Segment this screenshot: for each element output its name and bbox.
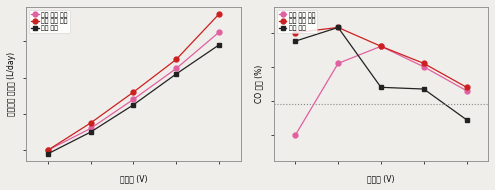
Line: 유량 소폭 증대: 유량 소폭 증대	[293, 25, 469, 90]
표준 조건	[173, 73, 179, 75]
유량 소폭 증대	[378, 45, 384, 48]
유량 소폭 증대	[335, 26, 341, 29]
유량 소폭 증대	[464, 86, 470, 89]
유량 대폭 증대	[216, 31, 222, 33]
Legend: 유량 대폭 증대, 유량 소폭 증대, 표준 조건: 유량 대폭 증대, 유량 소폭 증대, 표준 조건	[30, 10, 70, 33]
X-axis label: 생전압 (V): 생전압 (V)	[367, 174, 395, 183]
Y-axis label: CO 비율 (%): CO 비율 (%)	[254, 65, 263, 103]
표준 조건	[45, 153, 51, 155]
Line: 유량 소폭 증대: 유량 소폭 증대	[46, 12, 222, 153]
Line: 표준 조건: 표준 조건	[293, 25, 469, 122]
유량 대폭 증대	[378, 45, 384, 48]
유량 대폭 증대	[293, 134, 298, 136]
유량 소폭 증대	[45, 149, 51, 151]
유량 소폭 증대	[131, 91, 137, 93]
Line: 표준 조건: 표준 조건	[46, 42, 222, 156]
유량 소폭 증대	[173, 58, 179, 60]
유량 소폭 증대	[293, 32, 298, 34]
표준 조건	[131, 104, 137, 106]
유량 소폭 증대	[216, 13, 222, 15]
X-axis label: 생전압 (V): 생전압 (V)	[120, 174, 147, 183]
Line: 유량 대폭 증대: 유량 대폭 증대	[46, 30, 222, 153]
유량 소폭 증대	[421, 62, 427, 65]
표준 조건	[293, 40, 298, 42]
유량 대폭 증대	[421, 66, 427, 68]
Y-axis label: 합성가스 생산량 (L/day): 합성가스 생산량 (L/day)	[7, 52, 16, 116]
Legend: 유량 대폭 증대, 유량 소폭 증대, 표준 조건: 유량 대폭 증대, 유량 소폭 증대, 표준 조건	[277, 10, 317, 33]
표준 조건	[378, 86, 384, 89]
표준 조건	[216, 44, 222, 46]
유량 대폭 증대	[131, 98, 137, 101]
Line: 유량 대폭 증대: 유량 대폭 증대	[293, 44, 469, 138]
유량 소폭 증대	[88, 122, 94, 124]
유량 대폭 증대	[88, 127, 94, 130]
유량 대폭 증대	[464, 90, 470, 92]
표준 조건	[464, 119, 470, 121]
유량 대폭 증대	[335, 62, 341, 65]
표준 조건	[88, 131, 94, 133]
유량 대폭 증대	[45, 149, 51, 151]
유량 대폭 증대	[173, 67, 179, 70]
표준 조건	[335, 26, 341, 29]
표준 조건	[421, 88, 427, 90]
